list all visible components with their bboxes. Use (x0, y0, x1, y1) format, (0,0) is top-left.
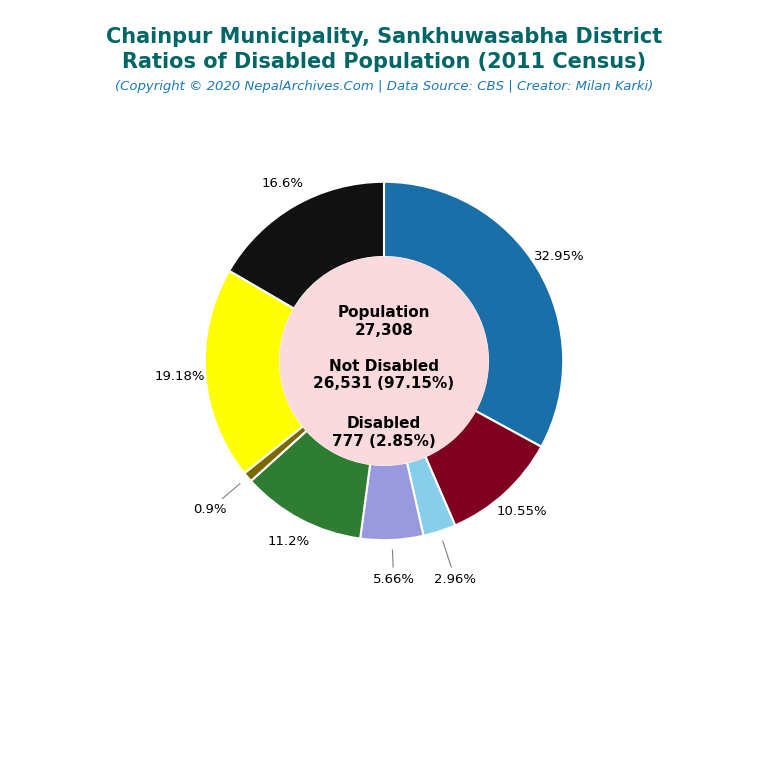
Text: 10.55%: 10.55% (496, 505, 547, 518)
Text: Chainpur Municipality, Sankhuwasabha District: Chainpur Municipality, Sankhuwasabha Dis… (106, 27, 662, 47)
Wedge shape (244, 426, 307, 481)
Text: 11.2%: 11.2% (267, 535, 310, 548)
Text: (Copyright © 2020 NepalArchives.Com | Data Source: CBS | Creator: Milan Karki): (Copyright © 2020 NepalArchives.Com | Da… (115, 80, 653, 93)
Text: Not Disabled
26,531 (97.15%): Not Disabled 26,531 (97.15%) (313, 359, 455, 392)
Wedge shape (425, 411, 541, 525)
Text: Population
27,308: Population 27,308 (338, 306, 430, 338)
Wedge shape (251, 431, 370, 538)
Text: Ratios of Disabled Population (2011 Census): Ratios of Disabled Population (2011 Cens… (122, 52, 646, 72)
Text: 19.18%: 19.18% (155, 369, 206, 382)
Text: 16.6%: 16.6% (261, 177, 303, 190)
Wedge shape (360, 462, 423, 540)
Wedge shape (205, 271, 303, 473)
Text: 32.95%: 32.95% (535, 250, 585, 263)
Text: 5.66%: 5.66% (372, 550, 415, 586)
Text: 2.96%: 2.96% (434, 541, 476, 585)
Text: 0.9%: 0.9% (193, 484, 240, 516)
Circle shape (280, 257, 488, 465)
Wedge shape (407, 456, 455, 536)
Text: Disabled
777 (2.85%): Disabled 777 (2.85%) (332, 416, 436, 449)
Wedge shape (229, 182, 384, 309)
Wedge shape (384, 182, 563, 447)
